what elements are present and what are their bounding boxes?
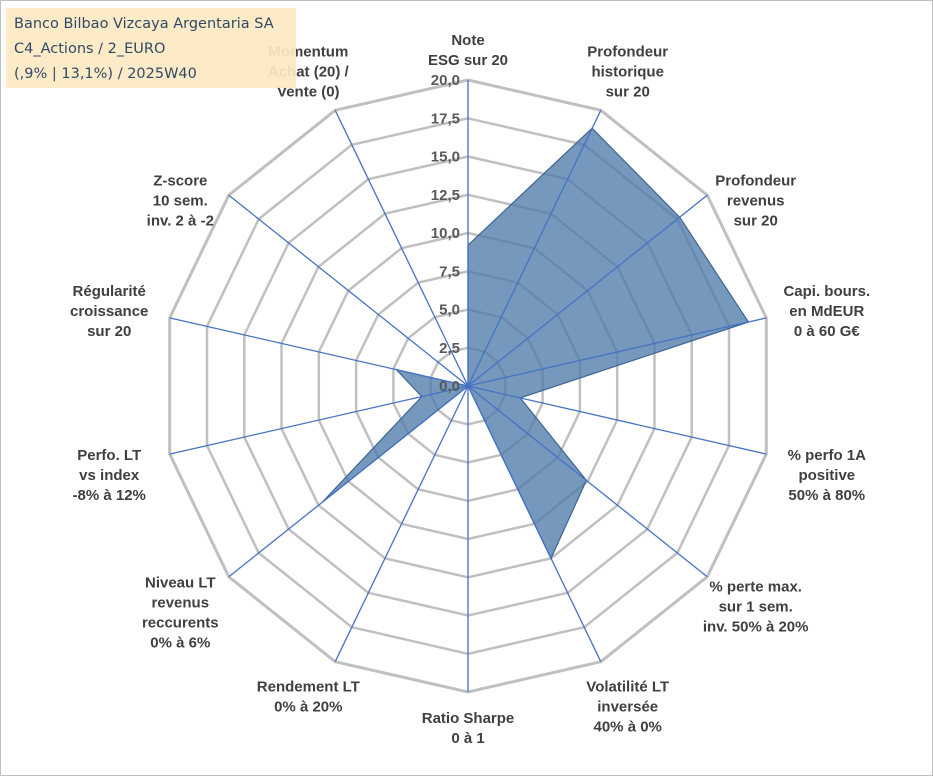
axis-label-11: Régularité croissance sur 20 bbox=[70, 283, 148, 340]
info-box: Banco Bilbao Vizcaya Argentaria SA C4_Ac… bbox=[6, 8, 296, 88]
axis-label-line: croissance bbox=[70, 303, 148, 320]
axis-label-10: Perfo. LT vs index -8% à 12% bbox=[73, 447, 146, 504]
tick-label-5: 12,5 bbox=[431, 187, 460, 204]
axis-spoke-10 bbox=[169, 385, 469, 455]
axis-label-line: Niveau LT bbox=[145, 574, 216, 591]
axis-label-line: Rendement LT bbox=[257, 679, 360, 696]
axis-label-line: 0 à 60 G€ bbox=[794, 323, 861, 340]
axis-label-line: Z-score bbox=[153, 173, 207, 190]
axis-label-1: Profondeur historique sur 20 bbox=[587, 44, 668, 101]
axis-spoke-9 bbox=[228, 385, 469, 578]
axis-spoke-13 bbox=[334, 110, 469, 387]
period-label: (,9% | 13,1%) / 2025W40 bbox=[14, 66, 197, 82]
axis-label-line: Capi. bours. bbox=[783, 283, 870, 300]
tick-label-4: 10,0 bbox=[431, 225, 460, 242]
axis-label-line: inv. 50% à 20% bbox=[703, 618, 809, 635]
axis-label-line: reccurents bbox=[142, 614, 219, 631]
tick-label-3: 7,5 bbox=[439, 263, 460, 280]
axis-label-2: Profondeur revenus sur 20 bbox=[715, 173, 796, 230]
tick-label-0: 0,0 bbox=[439, 378, 460, 395]
axis-label-7: Ratio Sharpe 0 à 1 bbox=[422, 710, 515, 747]
axis-label-line: vs index bbox=[79, 467, 140, 484]
axis-label-line: % perte max. bbox=[709, 578, 802, 595]
axis-label-line: Note bbox=[451, 32, 484, 49]
axis-label-line: Volatilité LT bbox=[586, 679, 669, 696]
axis-label-line: inversée bbox=[597, 699, 658, 716]
axis-label-line: 0% à 6% bbox=[150, 634, 210, 651]
axis-label-line: revenus bbox=[152, 594, 210, 611]
axis-label-9: Niveau LT revenus reccurents 0% à 6% bbox=[142, 574, 219, 651]
axis-label-line: ESG sur 20 bbox=[428, 52, 508, 69]
axis-label-line: Profondeur bbox=[715, 173, 796, 190]
axis-label-12: Z-score 10 sem. inv. 2 à -2 bbox=[147, 173, 214, 230]
axis-label-line: sur 20 bbox=[87, 323, 131, 340]
axis-spoke-3 bbox=[467, 317, 767, 387]
axis-label-line: revenus bbox=[727, 193, 785, 210]
axis-label-line: positive bbox=[798, 467, 855, 484]
axis-label-line: sur 20 bbox=[734, 213, 778, 230]
axis-spoke-2 bbox=[467, 194, 708, 387]
axis-label-line: en MdEUR bbox=[789, 303, 864, 320]
axis-label-line: 0 à 1 bbox=[451, 730, 484, 747]
tick-label-8: 20,0 bbox=[431, 72, 460, 89]
axis-label-line: Perfo. LT bbox=[77, 447, 141, 464]
axis-label-5: % perte max. sur 1 sem. inv. 50% à 20% bbox=[703, 578, 809, 635]
axis-label-line: sur 1 sem. bbox=[719, 598, 793, 615]
axis-label-line: 50% à 80% bbox=[788, 487, 865, 504]
axis-spoke-6 bbox=[467, 385, 602, 662]
axis-label-line: Profondeur bbox=[587, 44, 668, 61]
axis-label-6: Volatilité LT inversée 40% à 0% bbox=[586, 679, 669, 736]
company-name: Banco Bilbao Vizcaya Argentaria SA bbox=[14, 16, 274, 32]
axis-spoke-5 bbox=[467, 385, 708, 578]
axis-label-line: 10 sem. bbox=[153, 193, 208, 210]
axis-label-3: Capi. bours. en MdEUR 0 à 60 G€ bbox=[783, 283, 870, 340]
series-area-0 bbox=[321, 127, 750, 560]
axis-label-4: % perfo 1A positive 50% à 80% bbox=[788, 447, 867, 504]
axis-label-line: Ratio Sharpe bbox=[422, 710, 515, 727]
axis-label-line: -8% à 12% bbox=[73, 487, 146, 504]
axis-label-8: Rendement LT 0% à 20% bbox=[257, 679, 360, 716]
axis-label-line: Régularité bbox=[73, 283, 146, 300]
axis-label-line: 0% à 20% bbox=[274, 699, 342, 716]
axis-spoke-8 bbox=[334, 385, 469, 662]
axis-label-line: % perfo 1A bbox=[788, 447, 867, 464]
axis-label-line: historique bbox=[591, 64, 664, 81]
axis-spoke-1 bbox=[467, 110, 602, 387]
axis-label-line: sur 20 bbox=[606, 84, 650, 101]
axis-label-line: 40% à 0% bbox=[594, 719, 662, 736]
axis-label-line: inv. 2 à -2 bbox=[147, 213, 214, 230]
tick-label-6: 15,0 bbox=[431, 149, 460, 166]
tick-label-2: 5,0 bbox=[439, 302, 460, 319]
axis-spoke-12 bbox=[228, 194, 469, 387]
category-label: C4_Actions / 2_EURO bbox=[14, 41, 166, 57]
axis-spoke-11 bbox=[169, 317, 469, 387]
tick-label-1: 2,5 bbox=[439, 340, 460, 357]
axis-label-0: Note ESG sur 20 bbox=[428, 32, 508, 69]
axis-spoke-4 bbox=[467, 385, 767, 455]
tick-label-7: 17,5 bbox=[431, 110, 460, 127]
